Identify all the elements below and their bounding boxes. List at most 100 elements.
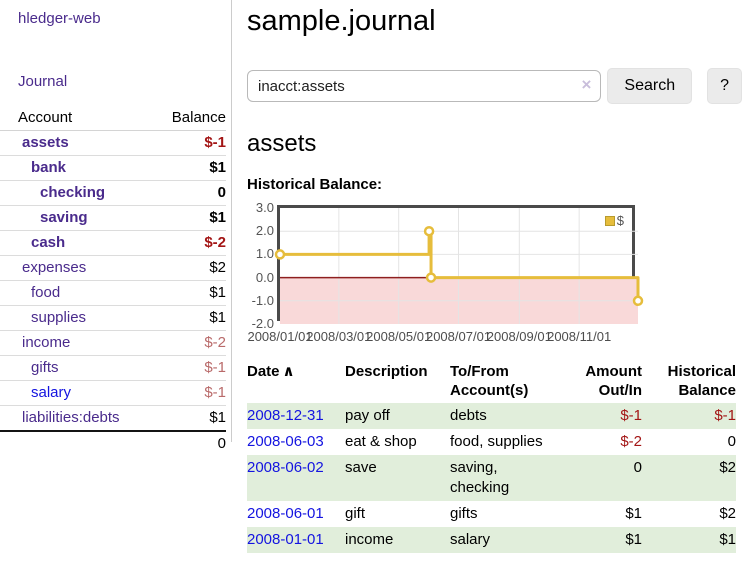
accounts-header-balance: Balance	[155, 106, 226, 131]
account-link-supplies[interactable]: supplies	[31, 309, 87, 326]
register-header-accounts: To/From Account(s)	[450, 363, 529, 399]
historical-balance-chart: $ 3.0 2.0 1.0 0.0 -1.0 -2.0 2008/01/01 2008/03/…	[247, 200, 647, 349]
account-row: cash $-2	[0, 230, 226, 256]
account-row: checking 0	[0, 180, 226, 206]
sidebar-item-journal[interactable]: Journal	[18, 73, 68, 90]
register-row: 2008-06-01 gift gifts $1 $2	[247, 501, 736, 527]
search-bar: × Search ?	[247, 68, 742, 104]
help-button[interactable]: ?	[707, 68, 742, 104]
transaction-amount: $1	[625, 531, 642, 548]
search-input[interactable]	[247, 70, 602, 102]
transaction-date-link[interactable]: 2008-06-03	[247, 433, 324, 450]
sidebar: hledger-web Journal Account Balance asse…	[0, 0, 232, 456]
legend-label: $	[616, 213, 624, 228]
transaction-balance: 0	[727, 433, 736, 450]
account-balance: $-2	[155, 230, 226, 256]
transaction-description: income	[345, 531, 394, 548]
x-axis-tick-label: 2008/11/01	[547, 329, 612, 344]
account-balance: $-1	[155, 380, 226, 406]
account-link-salary[interactable]: salary	[31, 384, 72, 401]
account-balance: $-1	[155, 355, 226, 381]
register-header-amount: Amount Out/In	[585, 363, 642, 399]
account-heading: assets	[247, 130, 317, 157]
page-title: sample.journal	[247, 5, 436, 37]
chart-plot-area: $	[274, 205, 644, 324]
transaction-date-link[interactable]: 2008-06-01	[247, 505, 324, 522]
x-axis-tick-label: 2008/01/01	[247, 329, 313, 344]
transaction-date-link[interactable]: 2008-06-02	[247, 459, 324, 476]
account-row: supplies $1	[0, 305, 226, 331]
account-link-saving[interactable]: saving	[40, 209, 88, 226]
transaction-description: gift	[345, 505, 366, 522]
chart-legend: $	[602, 212, 626, 229]
account-balance: $-2	[155, 330, 226, 356]
y-axis-tick-label: -2.0	[251, 316, 274, 331]
register-row: 2008-01-01 income salary $1 $1	[247, 527, 736, 553]
app-title-link[interactable]: hledger-web	[18, 10, 101, 27]
accounts-header-account: Account	[0, 106, 156, 131]
register-row: 2008-06-02 save saving, checking 0 $2	[247, 455, 736, 501]
account-balance: $2	[155, 255, 226, 281]
transaction-balance: $2	[719, 505, 736, 522]
transaction-accounts: salary	[450, 531, 491, 548]
transaction-amount: $-1	[620, 407, 642, 424]
sort-ascending-icon: ∧	[282, 363, 295, 380]
transaction-accounts: saving, checking	[450, 459, 510, 496]
account-row: food $1	[0, 280, 226, 306]
y-axis-tick-label: 3.0	[255, 200, 274, 215]
register-table: Date ∧ Description To/From Account(s) Amo…	[247, 359, 736, 553]
account-link-gifts[interactable]: gifts	[31, 359, 59, 376]
transaction-accounts: debts	[450, 407, 487, 424]
account-balance: $-1	[155, 130, 226, 156]
transaction-description: eat & shop	[345, 433, 417, 450]
clear-search-icon[interactable]: ×	[581, 75, 592, 94]
register-row: 2008-12-31 pay off debts $-1 $-1	[247, 403, 736, 429]
register-header-balance: Historical Balance	[667, 363, 736, 399]
account-link-food[interactable]: food	[31, 284, 61, 301]
main-content: sample.journal × Search ? assets Histori…	[247, 0, 742, 553]
transaction-date-link[interactable]: 2008-12-31	[247, 407, 324, 424]
legend-swatch-icon	[604, 215, 615, 226]
x-axis-tick-label: 2008/03/01	[306, 329, 372, 344]
transaction-balance: $2	[719, 459, 736, 476]
accounts-total-value: 0	[155, 430, 226, 456]
search-button[interactable]: Search	[607, 68, 693, 104]
account-row: bank $1	[0, 155, 226, 181]
account-link-liabilities-debts[interactable]: liabilities:debts	[22, 409, 120, 426]
register-header-date[interactable]: Date ∧	[247, 363, 295, 380]
transaction-accounts: food, supplies	[450, 433, 543, 450]
transaction-balance: $-1	[714, 407, 736, 424]
chart-canvas	[274, 208, 644, 324]
account-link-checking[interactable]: checking	[40, 184, 106, 201]
account-link-expenses[interactable]: expenses	[22, 259, 87, 276]
account-balance: $1	[155, 205, 226, 231]
y-axis-tick-label: -1.0	[251, 292, 274, 308]
account-link-assets[interactable]: assets	[22, 134, 69, 151]
transaction-description: save	[345, 459, 377, 476]
register-row: 2008-06-03 eat & shop food, supplies $-2 0	[247, 429, 736, 455]
x-axis-tick-label: 2008/05/01	[366, 329, 432, 344]
account-link-income[interactable]: income	[22, 334, 71, 351]
account-balance: $1	[155, 155, 226, 181]
account-row: saving $1	[0, 205, 226, 231]
account-row: assets $-1	[0, 130, 226, 156]
transaction-description: pay off	[345, 407, 390, 424]
account-balance: 0	[155, 180, 226, 206]
account-row: expenses $2	[0, 255, 226, 281]
y-axis-tick-label: 2.0	[255, 223, 274, 239]
register-header-description: Description	[345, 363, 428, 380]
account-row: salary $-1	[0, 380, 226, 406]
account-balance: $1	[155, 305, 226, 331]
chart-title: Historical Balance:	[247, 176, 383, 193]
accounts-table: Account Balance assets $-1 bank $1 checking 0…	[0, 106, 226, 456]
transaction-amount: $-2	[620, 433, 642, 450]
y-axis-tick-label: 0.0	[255, 269, 274, 285]
transaction-date-link[interactable]: 2008-01-01	[247, 531, 324, 548]
account-link-bank[interactable]: bank	[31, 159, 67, 176]
transaction-amount: $1	[625, 505, 642, 522]
account-balance: $1	[155, 405, 226, 431]
transaction-accounts: gifts	[450, 505, 478, 522]
accounts-total-row: 0	[0, 430, 226, 456]
account-link-cash[interactable]: cash	[31, 234, 66, 251]
account-row: income $-2	[0, 330, 226, 356]
